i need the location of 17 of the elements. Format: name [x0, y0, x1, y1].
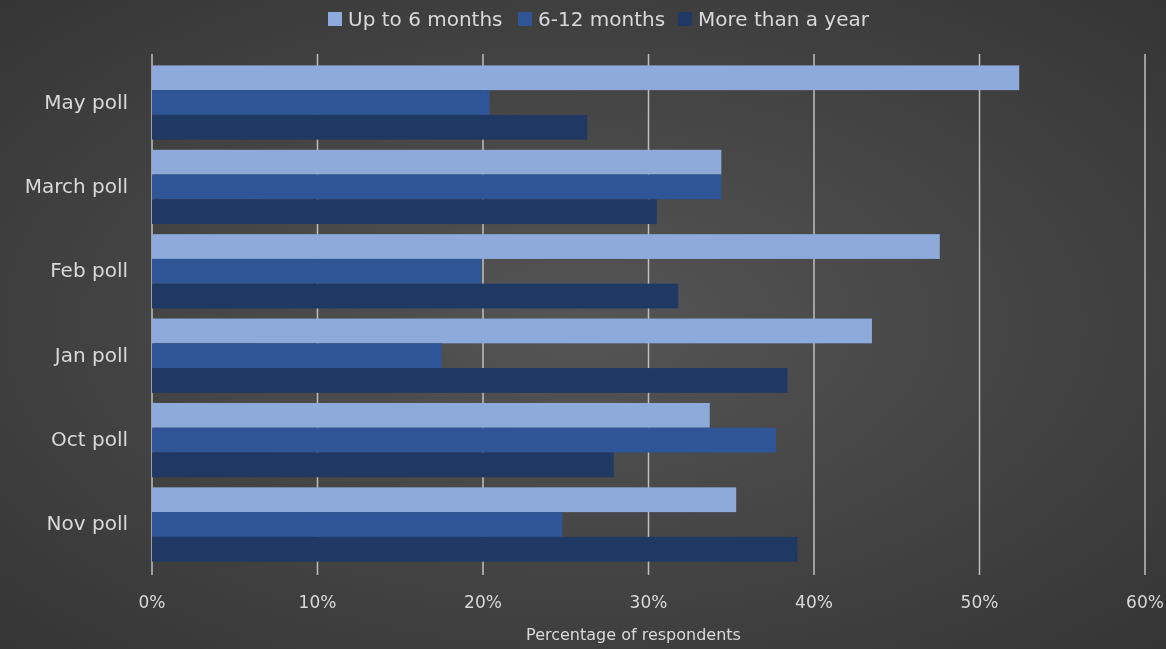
y-tick-label: March poll — [24, 173, 128, 198]
x-axis-title: Percentage of respondents — [526, 625, 741, 644]
legend-label: Up to 6 months — [348, 7, 503, 31]
x-tick-label: 30% — [629, 592, 668, 612]
legend-label: More than a year — [698, 7, 870, 31]
y-tick-label: Oct poll — [51, 427, 128, 452]
x-tick-label: 60% — [1126, 592, 1164, 612]
y-tick-label: Nov poll — [46, 511, 128, 536]
y-tick-label: May poll — [44, 89, 128, 114]
x-tick-label: 40% — [795, 592, 833, 612]
legend-label: 6-12 months — [538, 7, 666, 31]
x-tick-label: 0% — [138, 592, 166, 612]
x-tick-label: 50% — [960, 592, 999, 612]
y-tick-label: Feb poll — [50, 258, 128, 283]
x-tick-label: 10% — [298, 592, 337, 612]
y-tick-label: Jan poll — [52, 342, 128, 367]
x-tick-label: 20% — [464, 592, 502, 612]
